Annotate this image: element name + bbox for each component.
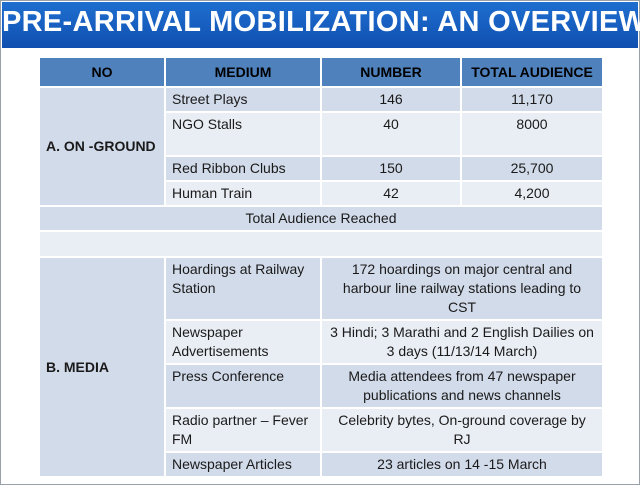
header-row: NO MEDIUM NUMBER TOTAL AUDIENCE (38, 56, 604, 88)
title-banner: PRE-ARRIVAL MOBILIZATION: AN OVERVIEW (2, 2, 640, 48)
audience-cell: 25,700 (460, 155, 604, 182)
medium-cell: NGO Stalls (164, 111, 322, 157)
detail-cell: Celebrity bytes, On-ground coverage by R… (320, 407, 604, 453)
table-row: Newspaper Articles 23 articles on 14 -15… (39, 451, 604, 478)
spacer-cell (38, 230, 604, 258)
audience-cell: 8000 (460, 111, 604, 157)
total-row: Total Audience Reached (38, 205, 604, 232)
section-on-ground: A. ON -GROUND (38, 86, 166, 207)
medium-cell: Press Conference (164, 363, 322, 409)
number-cell: 40 (320, 111, 462, 157)
detail-cell: 172 hoardings on major central and harbo… (320, 256, 604, 321)
total-audience-label: Total Audience Reached (38, 205, 604, 232)
header-total-audience: TOTAL AUDIENCE (460, 56, 604, 88)
table-row: Red Ribbon Clubs 150 25,700 (39, 155, 604, 182)
table-row: Human Train 42 4,200 (39, 180, 604, 207)
table-row: B. MEDIA Hoardings at Railway Station 17… (38, 256, 604, 478)
medium-cell: Red Ribbon Clubs (164, 155, 322, 182)
header-no: NO (38, 56, 166, 88)
table-row: Radio partner – Fever FM Celebrity bytes… (39, 407, 604, 453)
slide-title: PRE-ARRIVAL MOBILIZATION: AN OVERVIEW (2, 6, 640, 38)
detail-cell: Media attendees from 47 newspaper public… (320, 363, 604, 409)
spacer-row (38, 230, 604, 258)
number-cell: 146 (320, 86, 462, 113)
mobilization-table: NO MEDIUM NUMBER TOTAL AUDIENCE A. ON -G… (38, 56, 604, 478)
number-cell: 150 (320, 155, 462, 182)
header-number: NUMBER (320, 56, 462, 88)
header-medium: MEDIUM (164, 56, 322, 88)
medium-cell: Radio partner – Fever FM (164, 407, 322, 453)
audience-cell: 11,170 (460, 86, 604, 113)
medium-cell: Hoardings at Railway Station (164, 256, 322, 321)
medium-cell: Newspaper Advertisements (164, 319, 322, 365)
detail-cell: 3 Hindi; 3 Marathi and 2 English Dailies… (320, 319, 604, 365)
table-row: Newspaper Advertisements 3 Hindi; 3 Mara… (39, 319, 604, 365)
medium-cell: Human Train (164, 180, 322, 207)
table-row: Press Conference Media attendees from 47… (39, 363, 604, 409)
number-cell: 42 (320, 180, 462, 207)
section-media: B. MEDIA (38, 256, 166, 478)
medium-cell: Street Plays (164, 86, 322, 113)
audience-cell: 4,200 (460, 180, 604, 207)
table-row: A. ON -GROUND Street Plays 146 11,170 (38, 86, 604, 207)
detail-cell: 23 articles on 14 -15 March (320, 451, 604, 478)
medium-cell: Newspaper Articles (164, 451, 322, 478)
table-row: NGO Stalls 40 8000 (39, 111, 604, 157)
